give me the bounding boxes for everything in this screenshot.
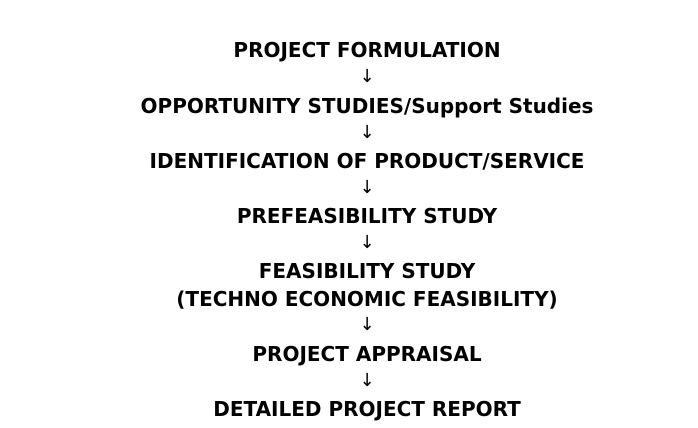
step-prefeasibility-study: PREFEASIBILITY STUDY <box>236 204 498 228</box>
step-identification-of-product-service: IDENTIFICATION OF PRODUCT/SERVICE <box>149 149 585 173</box>
down-arrow-icon: ↓ <box>359 66 375 87</box>
step-feasibility-study: FEASIBILITY STUDY <box>258 259 476 283</box>
down-arrow-icon: ↓ <box>359 370 375 391</box>
down-arrow-icon: ↓ <box>359 177 375 198</box>
step-techno-economic-feasibility: (TECHNO ECONOMIC FEASIBILITY) <box>176 287 558 311</box>
step-opportunity-studies: OPPORTUNITY STUDIES/Support Studies <box>140 94 594 118</box>
down-arrow-icon: ↓ <box>359 314 375 335</box>
down-arrow-icon: ↓ <box>359 122 375 143</box>
step-detailed-project-report: DETAILED PROJECT REPORT <box>213 397 521 421</box>
step-project-formulation: PROJECT FORMULATION <box>233 38 501 62</box>
down-arrow-icon: ↓ <box>359 232 375 253</box>
step-project-appraisal: PROJECT APPRAISAL <box>252 342 482 366</box>
